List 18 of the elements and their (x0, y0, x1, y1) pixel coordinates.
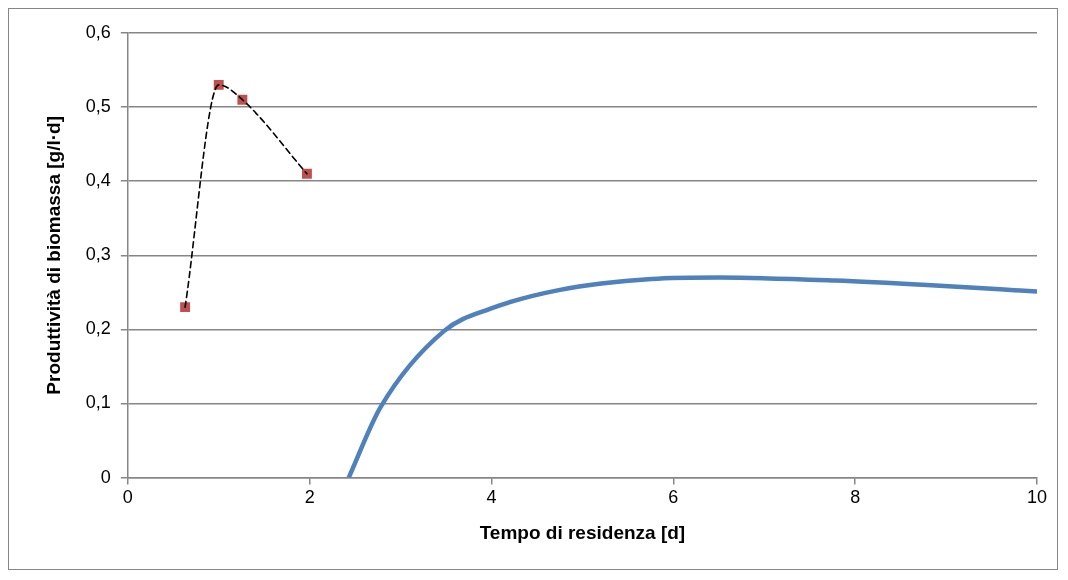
x-tick-label: 0 (122, 487, 133, 508)
y-tick-label: 0 (100, 466, 111, 487)
point (180, 302, 191, 313)
line-series (346, 275, 1037, 478)
y-tick-label: 0,6 (85, 21, 111, 42)
point (301, 168, 312, 179)
x-axis-title: Tempo di residenza [d] (479, 521, 686, 543)
x-tick-label: 6 (668, 487, 679, 508)
y-tick-label: 0,3 (85, 244, 111, 265)
y-tick-label: 0,1 (85, 392, 111, 413)
x-tick-label: 8 (850, 487, 861, 508)
x-tick-label: 10 (1026, 487, 1048, 508)
x-tick-label: 4 (486, 487, 497, 508)
y-tick-label: 0,5 (85, 96, 111, 117)
y-axis-title: Produttività di biomassa [g/l·d] (42, 115, 64, 395)
x-tick-label: 2 (304, 487, 315, 508)
y-tick-label: 0,4 (85, 170, 111, 191)
y-tick-label: 0,2 (85, 318, 111, 339)
